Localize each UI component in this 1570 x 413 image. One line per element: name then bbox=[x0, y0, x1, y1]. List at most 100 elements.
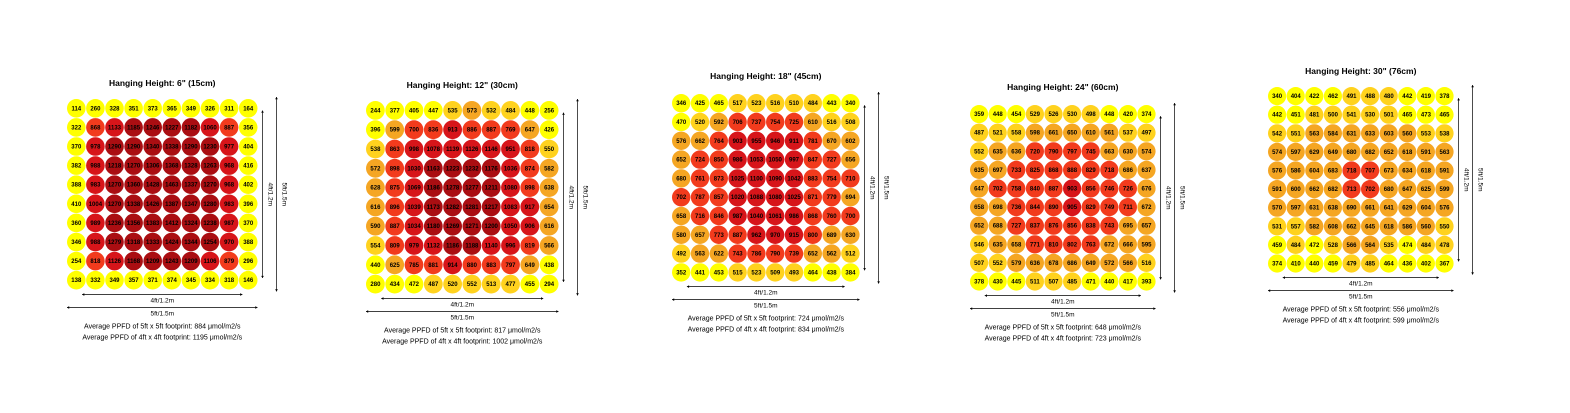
ppfd-cell-circle bbox=[988, 235, 1007, 254]
ppfd-cell-value: 1270 bbox=[108, 202, 122, 208]
ppfd-cell-circle bbox=[366, 274, 385, 294]
ppfd-cell-value: 983 bbox=[90, 183, 101, 189]
ppfd-cell-circle bbox=[841, 150, 860, 169]
ppfd-cell-value: 1053 bbox=[750, 158, 764, 164]
ppfd-cell-circle bbox=[67, 137, 86, 156]
average-ppfd-5x5: Average PPFD of 5ft x 5ft footprint: 648… bbox=[985, 325, 1142, 332]
ppfd-cell-value: 622 bbox=[714, 252, 725, 258]
ppfd-cell-value: 1232 bbox=[465, 166, 479, 172]
ppfd-cell-value: 318 bbox=[224, 278, 235, 284]
ppfd-cell-value: 636 bbox=[1030, 261, 1041, 267]
ppfd-cell-circle bbox=[520, 139, 540, 159]
ppfd-cell-value: 604 bbox=[1421, 206, 1432, 212]
ppfd-cell-value: 500 bbox=[1328, 113, 1339, 119]
ppfd-cell-circle bbox=[1081, 253, 1100, 272]
ppfd-cell-value: 771 bbox=[1030, 242, 1041, 248]
ppfd-cell-value: 987 bbox=[224, 221, 235, 227]
ppfd-cell-value: 1428 bbox=[146, 183, 160, 189]
ppfd-cell-circle bbox=[1081, 179, 1100, 198]
ppfd-cell-circle bbox=[181, 194, 201, 214]
ppfd-cell-circle bbox=[1416, 254, 1435, 273]
ppfd-cell-value: 694 bbox=[845, 195, 856, 201]
ppfd-cell-value: 637 bbox=[1141, 168, 1152, 174]
ppfd-cell-circle bbox=[385, 274, 405, 294]
ppfd-panel-3: Hanging Height: 18" (45cm) 346 425 465 517 52… bbox=[672, 71, 890, 334]
ppfd-cell-value: 521 bbox=[993, 131, 1004, 137]
ppfd-cell-value: 591 bbox=[1439, 169, 1450, 175]
ppfd-cell-circle bbox=[1435, 254, 1454, 273]
ppfd-cell-circle bbox=[1137, 198, 1156, 217]
ppfd-cell-circle bbox=[988, 105, 1007, 124]
ppfd-cell-circle bbox=[1268, 254, 1287, 273]
ppfd-cell-circle bbox=[1398, 105, 1417, 124]
ppfd-cell-value: 591 bbox=[1272, 187, 1283, 193]
ppfd-cell-value: 657 bbox=[1141, 224, 1152, 230]
ppfd-cell-circle bbox=[443, 255, 462, 275]
ppfd-cell-circle bbox=[970, 179, 989, 198]
ppfd-cell-circle bbox=[481, 139, 501, 159]
ppfd-cell-value: 670 bbox=[827, 139, 838, 145]
ppfd-cell-value: 725 bbox=[789, 120, 800, 126]
ppfd-cell-circle bbox=[747, 188, 766, 207]
ppfd-cell-circle bbox=[481, 197, 501, 217]
ppfd-cell-value: 360 bbox=[71, 221, 82, 227]
ppfd-cell-value: 552 bbox=[974, 149, 985, 155]
ppfd-cell-circle bbox=[1305, 198, 1324, 217]
ppfd-cell-value: 595 bbox=[1141, 242, 1152, 248]
ppfd-cell-value: 584 bbox=[1328, 131, 1339, 137]
ppfd-cell-circle bbox=[443, 120, 462, 140]
ppfd-cell-value: 652 bbox=[676, 158, 687, 164]
ppfd-cell-value: 658 bbox=[1011, 242, 1022, 248]
ppfd-cell-circle bbox=[539, 139, 559, 159]
dimension-label-4ft-vertical: 4ft/1.2m bbox=[568, 186, 575, 209]
ppfd-cell-circle bbox=[539, 101, 559, 120]
ppfd-cell-value: 1186 bbox=[446, 244, 460, 250]
dimension-line-5ft-horizontal bbox=[1268, 289, 1454, 292]
ppfd-cell-circle bbox=[1025, 142, 1044, 161]
ppfd-cell-circle bbox=[1081, 105, 1100, 124]
ppfd-cell-value: 1270 bbox=[127, 164, 141, 170]
ppfd-cell-value: 746 bbox=[1104, 187, 1115, 193]
dimension-label-5ft-vertical: 5ft/1.5m bbox=[582, 186, 589, 209]
ppfd-cell-circle bbox=[67, 251, 86, 271]
ppfd-cell-value: 874 bbox=[525, 166, 536, 172]
ppfd-cell-circle bbox=[728, 188, 747, 207]
ppfd-cell-value: 989 bbox=[90, 221, 101, 227]
ppfd-cell-value: 635 bbox=[974, 168, 985, 174]
ppfd-cell-circle bbox=[822, 150, 841, 169]
ppfd-cell-circle bbox=[1137, 160, 1156, 179]
ppfd-cell-circle bbox=[970, 160, 989, 179]
ppfd-cell-value: 513 bbox=[486, 282, 497, 288]
ppfd-cell-circle bbox=[143, 99, 162, 118]
ppfd-cell-circle bbox=[124, 137, 143, 156]
ppfd-cell-value: 1140 bbox=[485, 244, 499, 250]
ppfd-cell-circle bbox=[672, 206, 691, 226]
ppfd-cell-value: 393 bbox=[1141, 280, 1152, 286]
ppfd-cell-value: 487 bbox=[974, 131, 985, 137]
panel-title: Hanging Height: 30" (76cm) bbox=[1305, 66, 1416, 76]
ppfd-cell-value: 1280 bbox=[203, 202, 217, 208]
ppfd-cell-value: 1168 bbox=[127, 259, 141, 265]
ppfd-cell-circle bbox=[105, 99, 124, 118]
ppfd-cell-value: 951 bbox=[505, 147, 516, 153]
ppfd-cell-value: 662 bbox=[695, 139, 706, 145]
ppfd-cell-circle bbox=[162, 270, 182, 290]
ppfd-cell-value: 256 bbox=[544, 108, 555, 114]
ppfd-cell-value: 1324 bbox=[184, 221, 198, 227]
ppfd-cell-value: 678 bbox=[1048, 261, 1059, 267]
ppfd-cell-value: 1340 bbox=[146, 145, 160, 151]
ppfd-cell-circle bbox=[1118, 235, 1137, 254]
ppfd-cell-value: 625 bbox=[390, 263, 401, 269]
ppfd-cell-circle bbox=[1361, 254, 1380, 273]
ppfd-cell-circle bbox=[672, 263, 691, 282]
ppfd-cell-value: 647 bbox=[525, 128, 536, 134]
ppfd-cell-value: 459 bbox=[1328, 262, 1339, 268]
ppfd-cell-value: 591 bbox=[1421, 150, 1432, 156]
ppfd-cell-value: 903 bbox=[1067, 187, 1078, 193]
ppfd-cell-value: 676 bbox=[1141, 187, 1152, 193]
ppfd-cell-circle bbox=[462, 139, 482, 159]
dimension-line-5ft-vertical bbox=[1471, 85, 1474, 275]
ppfd-cell-value: 887 bbox=[390, 224, 401, 230]
ppfd-cell-circle bbox=[67, 175, 86, 194]
ppfd-cell-value: 484 bbox=[1421, 243, 1432, 249]
